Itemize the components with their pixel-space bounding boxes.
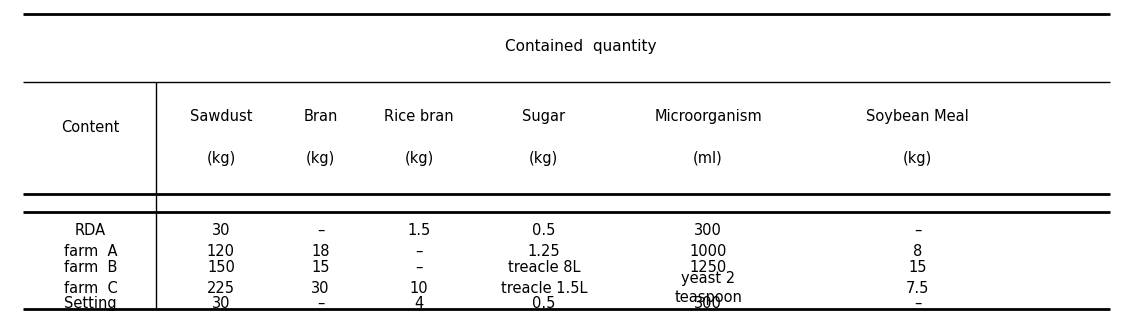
Text: 15: 15 — [909, 260, 927, 275]
Text: 30: 30 — [212, 296, 230, 311]
Text: (kg): (kg) — [206, 150, 236, 166]
Text: Contained  quantity: Contained quantity — [505, 39, 656, 54]
Text: 1.5: 1.5 — [408, 222, 431, 238]
Text: (kg): (kg) — [306, 150, 335, 166]
Text: yeast 2
teaspoon: yeast 2 teaspoon — [674, 271, 742, 305]
Text: 0.5: 0.5 — [533, 296, 555, 311]
Text: farm  A: farm A — [63, 244, 118, 259]
Text: –: – — [914, 296, 921, 311]
Text: Soybean Meal: Soybean Meal — [867, 109, 969, 125]
Text: Rice bran: Rice bran — [384, 109, 454, 125]
Text: 1000: 1000 — [690, 244, 726, 259]
Text: (kg): (kg) — [529, 150, 559, 166]
Text: 30: 30 — [212, 222, 230, 238]
Text: Sawdust: Sawdust — [189, 109, 253, 125]
Text: 30: 30 — [312, 281, 330, 296]
Text: Content: Content — [61, 120, 120, 136]
Text: 4: 4 — [415, 296, 424, 311]
Text: (kg): (kg) — [404, 150, 434, 166]
Text: farm  C: farm C — [63, 281, 118, 296]
Text: (ml): (ml) — [693, 150, 723, 166]
Text: 120: 120 — [207, 244, 235, 259]
Text: 300: 300 — [695, 222, 722, 238]
Text: 0.5: 0.5 — [533, 222, 555, 238]
Text: 1250: 1250 — [690, 260, 726, 275]
Text: 300: 300 — [695, 296, 722, 311]
Text: Sugar: Sugar — [522, 109, 565, 125]
Text: farm  B: farm B — [63, 260, 118, 275]
Text: treacle 1.5L: treacle 1.5L — [501, 281, 587, 296]
Text: 18: 18 — [312, 244, 330, 259]
Text: treacle 8L: treacle 8L — [508, 260, 580, 275]
Text: –: – — [416, 244, 423, 259]
Text: –: – — [317, 222, 324, 238]
Text: –: – — [317, 296, 324, 311]
Text: 15: 15 — [312, 260, 330, 275]
Text: –: – — [416, 260, 423, 275]
Text: Setting: Setting — [65, 296, 117, 311]
Text: –: – — [914, 222, 921, 238]
Text: Bran: Bran — [304, 109, 338, 125]
Text: 1.25: 1.25 — [528, 244, 560, 259]
Text: (kg): (kg) — [903, 150, 932, 166]
Text: RDA: RDA — [75, 222, 107, 238]
Text: 10: 10 — [410, 281, 428, 296]
Text: 7.5: 7.5 — [906, 281, 929, 296]
Text: Microorganism: Microorganism — [654, 109, 763, 125]
Text: 8: 8 — [913, 244, 922, 259]
Text: 150: 150 — [207, 260, 235, 275]
Text: 225: 225 — [207, 281, 235, 296]
